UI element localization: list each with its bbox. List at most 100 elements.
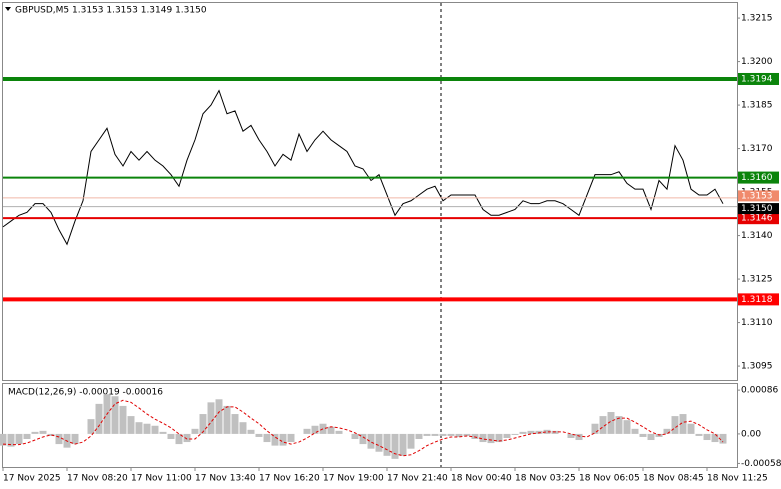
macd-bar [383,433,391,456]
level-label: 1.3160 [741,173,773,183]
macd-bar [695,433,703,436]
y-tick-label: 1.3140 [741,231,773,241]
macd-bar [199,414,207,434]
price-line [2,89,724,246]
macd-bar [279,433,287,446]
macd-bar [143,423,151,434]
macd-bar [375,433,383,452]
menu-triangle[interactable] [5,7,11,11]
level-label: 1.3118 [741,295,773,305]
y-tick-label: 1.3110 [741,318,773,328]
macd-bar [495,433,503,443]
x-tick-label: 17 Nov 19:00 [323,474,384,484]
macd-bar [711,433,719,443]
macd-bar [543,429,551,434]
macd-bar [303,428,311,434]
macd-bar [575,433,583,441]
price-marker-label: 1.3153 [741,191,773,201]
macd-bar [311,425,319,434]
macd-bar [479,433,487,443]
macd-bar [23,433,31,439]
y-tick-label: 0.00086 [741,386,778,396]
macd-bar [159,431,167,434]
y-tick-label: 1.3170 [741,144,773,154]
macd-bar [447,433,455,436]
y-tick-label: 1.3200 [741,57,773,67]
macd-bar [327,426,335,434]
macd-bar [399,433,407,456]
macd-bar [567,433,575,438]
macd-bar [631,428,639,434]
macd-bar [431,433,439,436]
x-tick-label: 17 Nov 11:00 [131,474,192,484]
macd-bar [111,396,119,434]
macd-title: MACD(12,26,9) -0.00019 -0.00016 [8,388,163,398]
macd-bar [719,433,727,444]
x-tick-label: 18 Nov 06:05 [579,474,640,484]
macd-bar [679,414,687,434]
macd-bar [415,433,423,439]
macd-bar [31,431,39,434]
macd-bar [407,433,415,449]
x-tick-label: 18 Nov 11:25 [707,474,768,484]
macd-bar [135,422,143,434]
y-tick-label: 1.3185 [741,101,773,111]
macd-bar [487,433,495,444]
macd-bar [527,430,535,434]
macd-bar [271,433,279,446]
x-tick-label: 17 Nov 2025 [3,474,61,484]
y-tick-label: 1.3095 [741,362,773,372]
x-tick-label: 18 Nov 08:45 [643,474,704,484]
macd-bar [463,433,471,436]
level-label: 1.3146 [741,214,773,224]
macd-bar [127,416,135,434]
macd-bar [439,433,447,436]
price-marker-bg [738,203,779,215]
signal-line [2,399,724,457]
macd-bar [15,433,23,445]
macd-bar [671,416,679,434]
price-frame [2,2,738,381]
macd-bar [191,428,199,434]
level-label-bg [738,72,779,85]
macd-bar [319,423,327,434]
y-tick-label: 0.00 [741,429,761,439]
macd-bar [287,433,295,443]
macd-bar [175,433,183,445]
macd-bar [39,430,47,434]
macd-bar [367,433,375,449]
x-tick-label: 17 Nov 16:20 [259,474,320,484]
macd-bar [687,423,695,434]
y-tick-label: -0.00058 [741,459,781,469]
macd-bar [167,433,175,439]
x-tick-label: 18 Nov 03:25 [515,474,576,484]
macd-bar [359,433,367,445]
macd-bar [591,423,599,434]
level-label: 1.3194 [741,74,773,84]
x-tick-label: 18 Nov 00:40 [451,474,512,484]
price-title: GBPUSD,M5 1.3153 1.3153 1.3149 1.3150 [15,6,207,16]
macd-bar [551,430,559,434]
macd-bar [223,405,231,434]
x-tick-label: 17 Nov 13:40 [195,474,256,484]
macd-bar [351,433,359,439]
x-tick-label: 17 Nov 21:40 [387,474,448,484]
macd-bar [519,431,527,434]
macd-bar [119,405,127,434]
macd-bar [215,399,223,434]
macd-bar [503,433,511,438]
price-marker-label: 1.3150 [741,204,773,214]
macd-bar [263,433,271,443]
macd-bar [703,433,711,441]
x-tick-label: 17 Nov 08:20 [67,474,128,484]
macd-bar [239,422,247,434]
macd-bar [663,428,671,434]
macd-bar [655,433,663,437]
macd-bar [183,433,191,443]
macd-bar [335,430,343,434]
level-label-bg [738,293,779,306]
macd-bar [607,412,615,434]
macd-bar [255,433,263,437]
